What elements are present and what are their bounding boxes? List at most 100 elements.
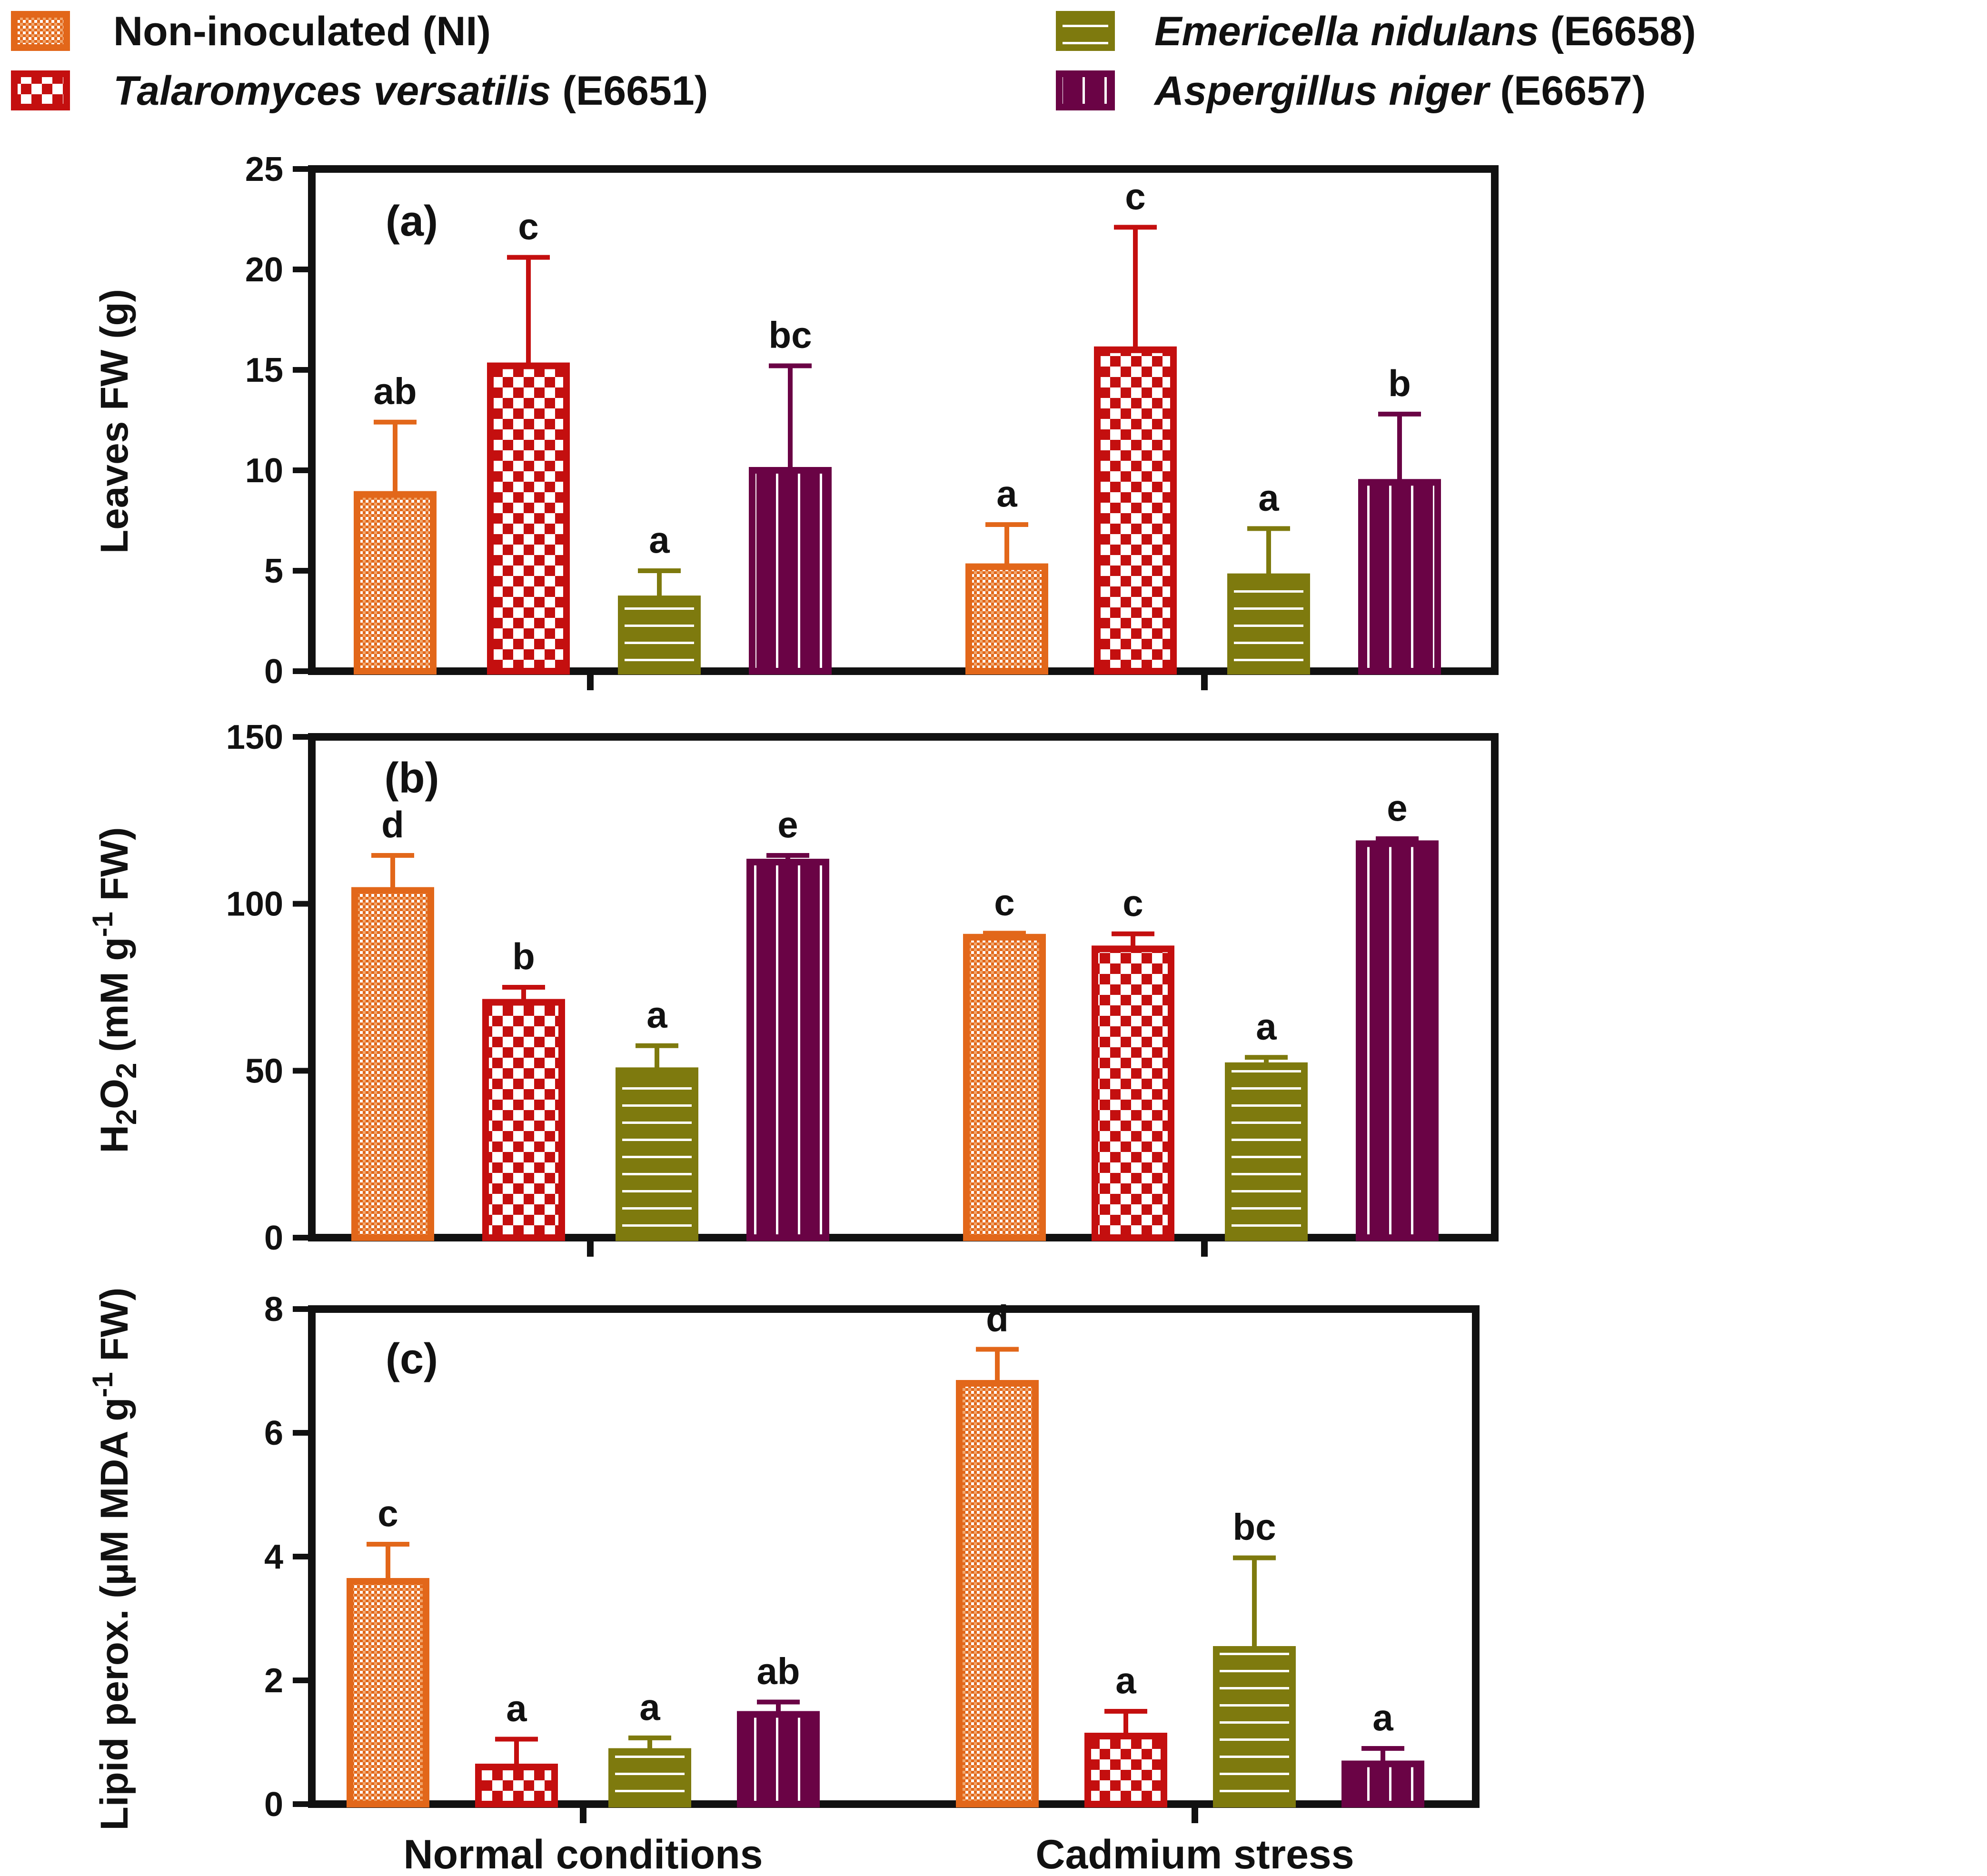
legend-label-e6651: Talaromyces versatilis (E6651) <box>113 68 708 114</box>
legend-swatch-e6657 <box>1056 70 1115 110</box>
legend-item-e6658: Emericella nidulans (E6658) <box>1056 9 1696 54</box>
panel-a-letter-e6651: c <box>518 206 538 248</box>
legend-item-e6651: Talaromyces versatilis (E6651) <box>11 68 708 114</box>
panel-b-ylabel-h: H <box>93 1125 136 1153</box>
panel-c-bar-e6651 <box>475 1764 558 1807</box>
panel-a-ytick-label: 20 <box>245 251 283 289</box>
panel-c-ytick-label: 8 <box>264 1290 283 1329</box>
legend-code-e6657: (E6657) <box>1489 68 1646 114</box>
panel-b-bar-e6658 <box>616 1067 698 1241</box>
panel-b-frame <box>308 733 1499 1241</box>
x-category-cadmium-stress: Cadmium stress <box>1035 1832 1354 1876</box>
panel-b-bar-e6657 <box>1356 840 1439 1241</box>
panel-b-ytick-label: 0 <box>264 1219 283 1257</box>
panel-b-ytick-label: 150 <box>226 718 283 756</box>
panel-c-frame <box>308 1305 1480 1808</box>
panel-c-bar-e6651 <box>1084 1733 1167 1807</box>
panel-c-ytick-label: 0 <box>264 1786 283 1824</box>
panel-a-letter-e6658: a <box>649 519 670 561</box>
x-category-normal-conditions: Normal conditions <box>404 1832 763 1876</box>
panel-c-label: (c) <box>386 1335 438 1383</box>
panel-b-ytick-label: 50 <box>245 1052 283 1090</box>
panel-c-letter-e6651: a <box>1115 1659 1136 1701</box>
panel-a-letter-e6657: b <box>1388 362 1411 404</box>
panel-b-letter-e6657: e <box>777 804 798 845</box>
panel-b-bar-ni <box>351 887 434 1241</box>
panel-b-letter-e6651: c <box>1123 882 1143 924</box>
panel-a-letter-e6651: c <box>1125 175 1145 217</box>
legend-italic-e6651: Talaromyces versatilis <box>113 68 551 114</box>
panel-a-bar-e6651 <box>487 362 570 675</box>
legend-swatch-e6658 <box>1056 11 1115 51</box>
panel-a-ylabel: Leaves FW (g) <box>93 289 136 554</box>
legend-item-e6657: Aspergillus niger (E6657) <box>1056 68 1646 114</box>
panel-a-ytick-label: 0 <box>264 653 283 691</box>
panel-c-ytick-label: 6 <box>264 1414 283 1452</box>
panel-b-ylabel-sub2: 2 <box>110 1063 142 1079</box>
panel-c-ytick-label: 2 <box>264 1662 283 1700</box>
panel-c-bar-ni <box>956 1380 1039 1807</box>
panel-b-bar-e6651 <box>482 999 565 1241</box>
panel-c-ylabel-end: FW) <box>93 1288 136 1372</box>
panel-b-letter-e6651: b <box>512 935 535 977</box>
panel-b-bar-ni <box>963 933 1046 1241</box>
panel-a-frame <box>308 165 1499 675</box>
panel-a-bar-e6658 <box>618 596 701 675</box>
panel-a-letter-e6657: bc <box>768 314 812 356</box>
panel-b-bar-e6658 <box>1225 1062 1308 1241</box>
panel-c-chart: 0 2 4 6 8 (c) c a a ab d a bc a <box>264 1290 1480 1824</box>
panel-b-chart: 0 50 100 150 (b)d b a e c c a e <box>226 718 1499 1257</box>
panel-c-bar-e6658 <box>608 1748 691 1807</box>
panel-c-bar-e6657 <box>1341 1760 1424 1807</box>
panel-c-letter-ni: c <box>378 1492 398 1534</box>
panel-c-letter-ni: d <box>986 1298 1009 1340</box>
panel-a-bar-ni <box>965 563 1048 675</box>
legend-code-e6651: (E6651) <box>551 68 708 114</box>
panel-b-ylabel: H2O2 (mM g-1 FW) <box>87 827 142 1153</box>
panel-b-ylabel-sup: -1 <box>87 912 119 937</box>
panel-b-letter-ni: d <box>381 804 404 845</box>
panel-b-letter-e6657: e <box>1387 787 1407 829</box>
panel-a-letter-ni: ab <box>373 370 417 412</box>
legend-swatch-ni <box>11 11 70 51</box>
panel-c-ylabel-main: Lipid perox. (µM MDA g <box>93 1398 136 1831</box>
panel-b-letter-ni: c <box>994 881 1014 923</box>
legend-label-e6658: Emericella nidulans (E6658) <box>1154 9 1696 54</box>
panel-c-ytick-label: 4 <box>264 1538 283 1576</box>
panel-a-label: (a) <box>386 198 438 245</box>
legend: Non-inoculated (NI) Talaromyces versatil… <box>11 9 1696 114</box>
panel-a-bar-e6651 <box>1094 346 1177 675</box>
panel-a-ytick-label: 5 <box>264 552 283 590</box>
panel-a-ytick-label: 10 <box>245 452 283 490</box>
panel-b-label: (b) <box>385 754 439 802</box>
panel-a-bar-e6657 <box>749 467 832 675</box>
panel-b-ylabel-unit: (mM g <box>93 937 136 1062</box>
panel-a-letter-ni: a <box>996 473 1017 515</box>
panel-a-ytick-label: 15 <box>245 351 283 389</box>
panel-c-letter-e6657: ab <box>756 1650 800 1692</box>
panel-b-ylabel-end: FW) <box>93 827 136 912</box>
panel-c-ylabel: Lipid perox. (µM MDA g-1 FW) <box>87 1288 136 1831</box>
panel-b-bar-e6657 <box>746 859 829 1241</box>
panel-c-bar-e6658 <box>1213 1646 1296 1807</box>
panel-a-bar-ni <box>354 491 437 675</box>
panel-c-letter-e6658: a <box>639 1686 660 1728</box>
panel-c-bar-ni <box>347 1578 429 1807</box>
panel-c-letter-e6658: bc <box>1232 1506 1276 1548</box>
panel-b-ylabel-o: O <box>93 1079 136 1109</box>
legend-item-ni: Non-inoculated (NI) <box>11 9 491 54</box>
panel-a-letter-e6658: a <box>1258 476 1279 518</box>
panel-b-ytick-label: 100 <box>226 885 283 923</box>
panel-a-bar-e6658 <box>1227 573 1310 675</box>
panel-b-letter-e6658: a <box>1256 1005 1277 1047</box>
panel-b-ylabel-sub1: 2 <box>110 1109 142 1125</box>
panel-b-bar-e6651 <box>1092 945 1174 1241</box>
panel-c-letter-e6657: a <box>1372 1697 1393 1738</box>
legend-label-ni: Non-inoculated (NI) <box>113 9 491 54</box>
panel-a-ytick-label: 25 <box>245 150 283 189</box>
panel-c-ylabel-sup: -1 <box>87 1372 119 1397</box>
panel-c-bar-e6657 <box>737 1711 820 1807</box>
panel-a-bar-e6657 <box>1358 479 1441 675</box>
